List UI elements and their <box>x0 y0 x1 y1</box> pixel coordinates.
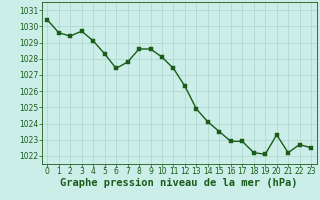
X-axis label: Graphe pression niveau de la mer (hPa): Graphe pression niveau de la mer (hPa) <box>60 178 298 188</box>
